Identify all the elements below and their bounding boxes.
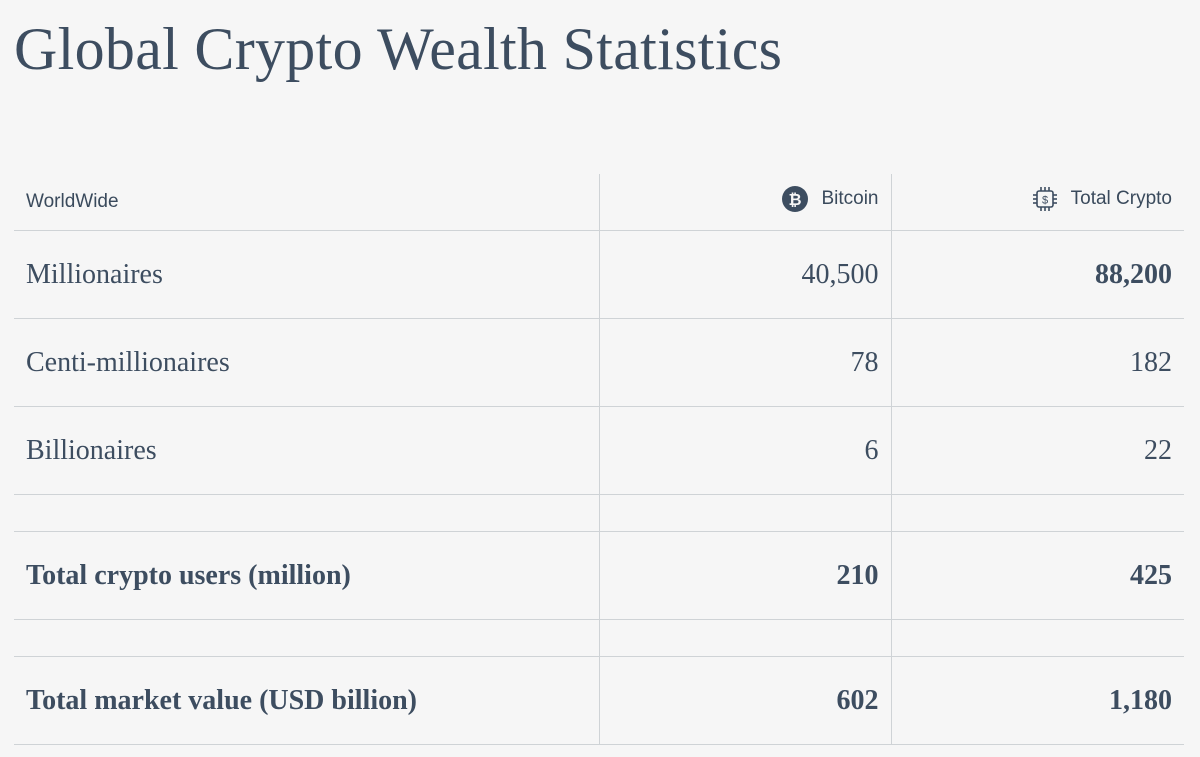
- table-row: Billionaires 6 22: [14, 406, 1184, 495]
- header-bitcoin-label: Bitcoin: [821, 188, 879, 209]
- header-bitcoin: ₿ Bitcoin: [598, 174, 891, 231]
- svg-text:$: $: [1042, 195, 1048, 207]
- spacer-cell: [890, 494, 1184, 532]
- spacer-cell: [890, 619, 1184, 657]
- total-crypto-total: 1,180: [890, 656, 1184, 745]
- svg-text:₿: ₿: [789, 191, 802, 209]
- bitcoin-value: 40,500: [598, 230, 891, 319]
- spacer-row: [14, 494, 1184, 532]
- bitcoin-value: 6: [598, 406, 891, 495]
- total-row-label: Total crypto users (million): [14, 531, 599, 620]
- total-crypto-value: 182: [890, 318, 1184, 407]
- header-worldwide: WorldWide: [14, 174, 599, 231]
- spacer-cell: [14, 494, 599, 532]
- total-crypto-value: 22: [890, 406, 1184, 495]
- header-total-crypto: $ Total Crypto: [890, 174, 1184, 231]
- total-crypto-value: 88,200: [890, 230, 1184, 319]
- table-header-row: WorldWide ₿ Bitcoin: [14, 174, 1184, 231]
- crypto-chip-icon: $: [1031, 185, 1059, 213]
- bitcoin-total: 210: [598, 531, 891, 620]
- table-row: Centi-millionaires 78 182: [14, 318, 1184, 407]
- total-row: Total market value (USD billion) 602 1,1…: [14, 656, 1184, 745]
- row-label: Millionaires: [14, 230, 599, 319]
- crypto-wealth-table: WorldWide ₿ Bitcoin: [14, 174, 1184, 745]
- total-row: Total crypto users (million) 210 425: [14, 531, 1184, 620]
- row-label: Centi-millionaires: [14, 318, 599, 407]
- bitcoin-value: 78: [598, 318, 891, 407]
- total-row-label: Total market value (USD billion): [14, 656, 599, 745]
- page-title: Global Crypto Wealth Statistics: [14, 16, 783, 82]
- spacer-cell: [14, 619, 599, 657]
- total-crypto-total: 425: [890, 531, 1184, 620]
- spacer-cell: [598, 494, 891, 532]
- header-total-crypto-label: Total Crypto: [1070, 188, 1172, 209]
- bitcoin-icon: ₿: [781, 185, 809, 213]
- table-row: Millionaires 40,500 88,200: [14, 230, 1184, 319]
- row-label: Billionaires: [14, 406, 599, 495]
- spacer-row: [14, 619, 1184, 657]
- spacer-cell: [598, 619, 891, 657]
- bitcoin-total: 602: [598, 656, 891, 745]
